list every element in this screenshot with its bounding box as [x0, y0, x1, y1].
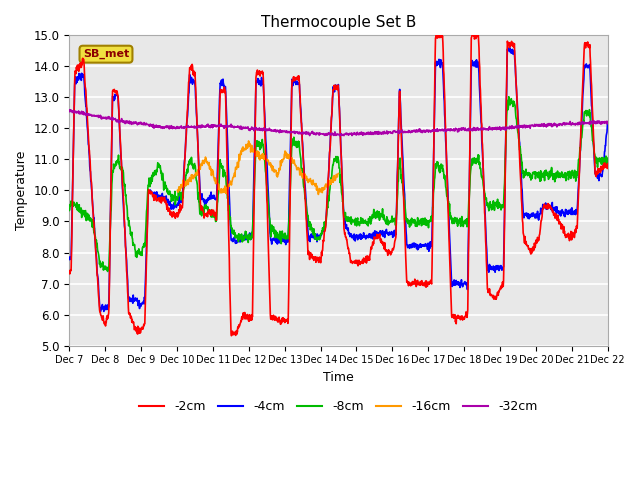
- Text: SB_met: SB_met: [83, 49, 129, 60]
- Y-axis label: Temperature: Temperature: [15, 151, 28, 230]
- Legend: -2cm, -4cm, -8cm, -16cm, -32cm: -2cm, -4cm, -8cm, -16cm, -32cm: [134, 396, 543, 418]
- Title: Thermocouple Set B: Thermocouple Set B: [261, 15, 416, 30]
- X-axis label: Time: Time: [323, 371, 354, 384]
